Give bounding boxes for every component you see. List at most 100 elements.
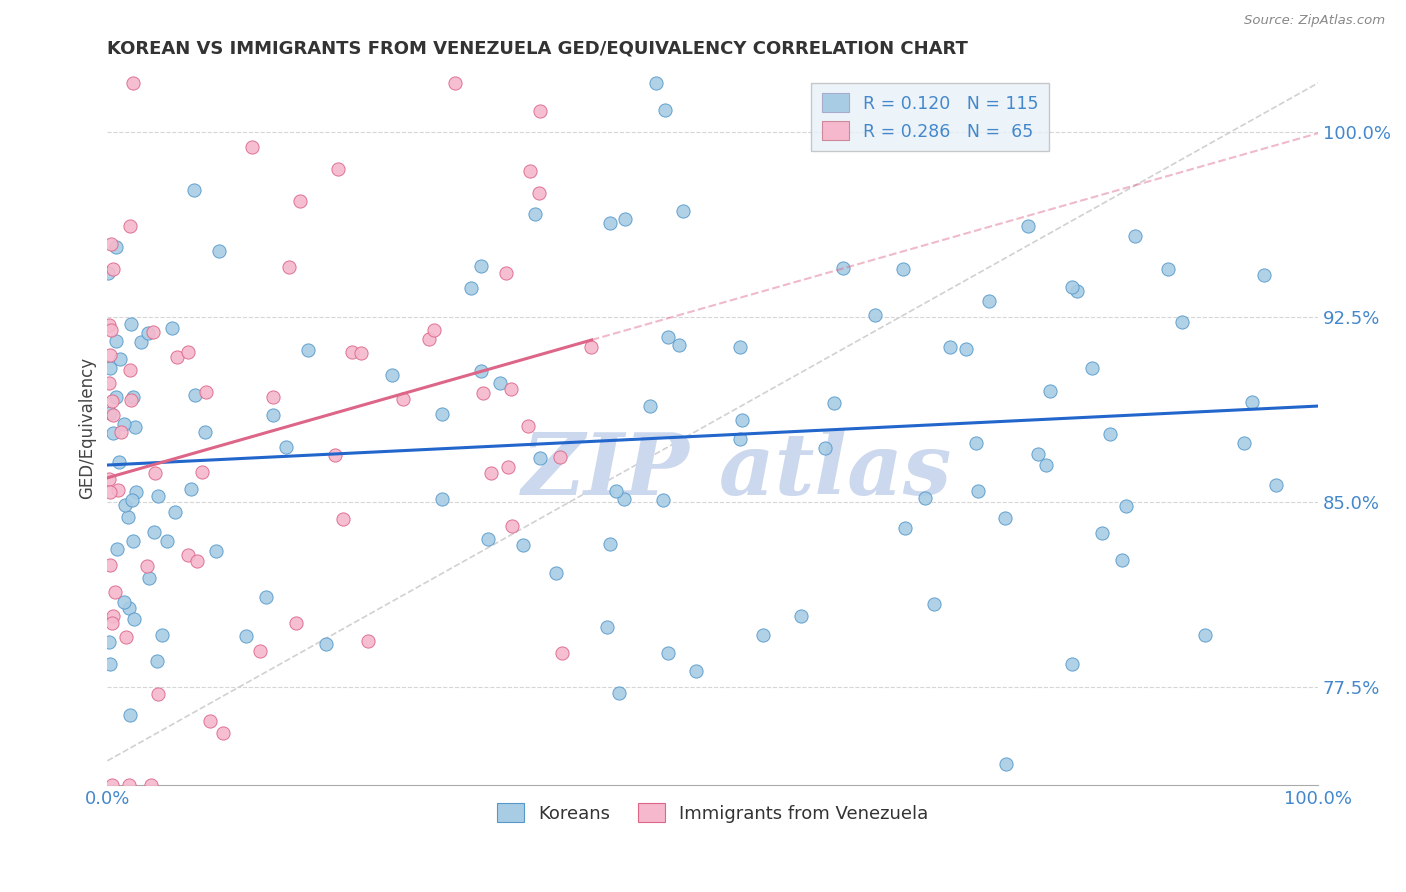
Point xyxy=(98,484,121,499)
Point xyxy=(108,351,131,366)
Legend: Koreans, Immigrants from Venezuela: Koreans, Immigrants from Venezuela xyxy=(489,797,935,830)
Point xyxy=(105,541,128,556)
Point xyxy=(1156,261,1178,276)
Point xyxy=(142,325,165,339)
Point xyxy=(548,450,571,465)
Point xyxy=(728,340,751,354)
Point xyxy=(350,345,373,359)
Point xyxy=(599,216,621,230)
Point xyxy=(191,465,214,479)
Point xyxy=(423,323,446,337)
Point xyxy=(115,630,138,644)
Point xyxy=(501,518,523,533)
Point xyxy=(235,629,257,643)
Point xyxy=(101,426,124,441)
Point xyxy=(98,657,121,672)
Point xyxy=(183,388,205,402)
Point xyxy=(512,538,534,552)
Point xyxy=(891,261,914,276)
Point xyxy=(357,634,380,648)
Point xyxy=(596,620,619,634)
Point xyxy=(1194,628,1216,642)
Point xyxy=(97,472,120,486)
Point xyxy=(112,594,135,608)
Point xyxy=(118,363,141,377)
Point xyxy=(121,76,143,90)
Point xyxy=(118,779,141,793)
Point xyxy=(523,207,546,221)
Point xyxy=(100,236,122,251)
Point xyxy=(977,293,1000,308)
Text: KOREAN VS IMMIGRANTS FROM VENEZUELA GED/EQUIVALENCY CORRELATION CHART: KOREAN VS IMMIGRANTS FROM VENEZUELA GED/… xyxy=(107,40,969,58)
Point xyxy=(652,492,675,507)
Point xyxy=(143,525,166,540)
Point xyxy=(124,420,146,434)
Point xyxy=(638,399,661,413)
Point xyxy=(107,455,129,469)
Point xyxy=(97,266,120,280)
Point xyxy=(1170,315,1192,329)
Point xyxy=(605,484,627,499)
Point xyxy=(672,203,695,218)
Point xyxy=(125,485,148,500)
Point xyxy=(205,544,228,558)
Point xyxy=(657,330,679,344)
Point xyxy=(922,597,945,611)
Point xyxy=(614,212,637,227)
Point xyxy=(1240,394,1263,409)
Point xyxy=(752,628,775,642)
Point xyxy=(146,687,169,701)
Point xyxy=(544,566,567,581)
Point xyxy=(1099,427,1122,442)
Point xyxy=(994,511,1017,525)
Point xyxy=(120,392,142,407)
Point xyxy=(519,164,541,178)
Point xyxy=(965,436,987,450)
Point xyxy=(496,459,519,474)
Text: ZIP atlas: ZIP atlas xyxy=(522,429,952,513)
Point xyxy=(105,390,128,404)
Point xyxy=(391,392,413,406)
Point xyxy=(104,584,127,599)
Point xyxy=(146,489,169,503)
Point xyxy=(1091,526,1114,541)
Point xyxy=(100,779,122,793)
Point xyxy=(100,616,122,631)
Point xyxy=(1253,268,1275,282)
Point xyxy=(101,409,124,423)
Point xyxy=(285,615,308,630)
Point xyxy=(166,350,188,364)
Point xyxy=(145,654,167,668)
Point xyxy=(994,756,1017,771)
Point xyxy=(1060,657,1083,671)
Point xyxy=(939,340,962,354)
Point xyxy=(418,332,440,346)
Point xyxy=(1080,361,1102,376)
Point xyxy=(198,714,221,728)
Point xyxy=(104,240,127,254)
Point xyxy=(668,338,690,352)
Point xyxy=(120,219,142,233)
Point xyxy=(471,386,494,401)
Point xyxy=(163,505,186,519)
Point xyxy=(607,686,630,700)
Point xyxy=(194,425,217,439)
Point xyxy=(98,360,121,375)
Point xyxy=(814,442,837,456)
Point xyxy=(315,637,337,651)
Point xyxy=(495,266,517,280)
Point xyxy=(517,419,540,434)
Y-axis label: GED/Equivalency: GED/Equivalency xyxy=(79,357,96,500)
Point xyxy=(101,262,124,277)
Point xyxy=(529,104,551,119)
Point xyxy=(297,343,319,357)
Point xyxy=(110,425,132,439)
Point xyxy=(460,280,482,294)
Point xyxy=(430,491,453,506)
Point xyxy=(138,571,160,585)
Point xyxy=(274,440,297,454)
Point xyxy=(529,186,551,200)
Point xyxy=(1039,384,1062,398)
Point xyxy=(101,609,124,624)
Point xyxy=(150,628,173,642)
